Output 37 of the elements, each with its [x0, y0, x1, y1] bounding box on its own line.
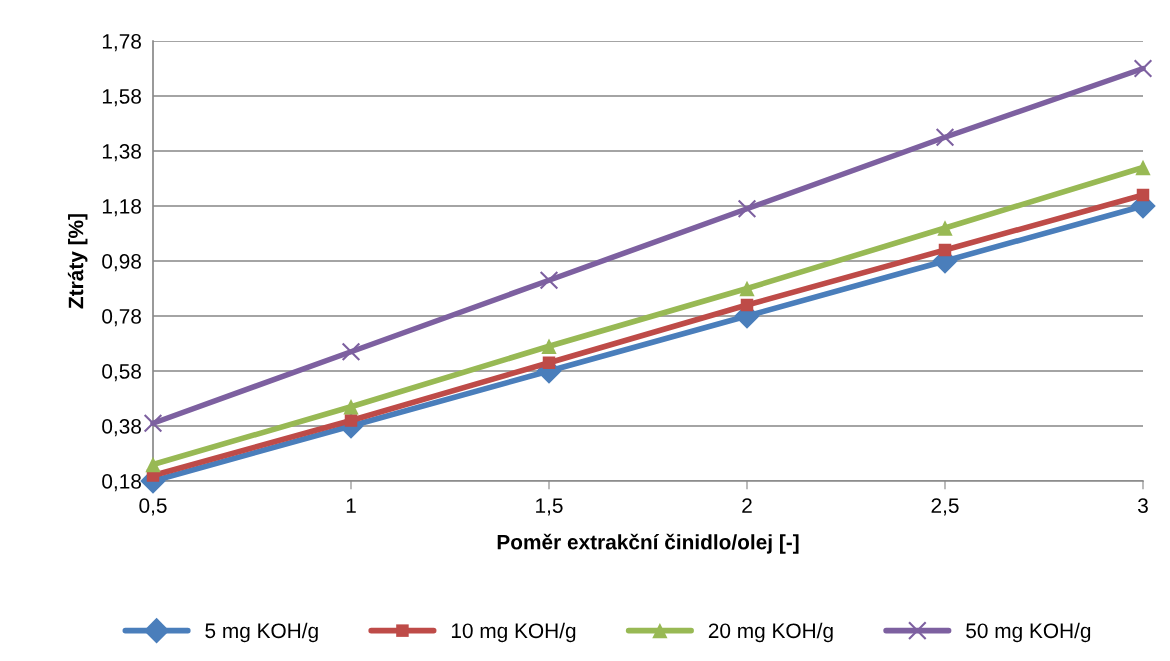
x-axis-title: Poměr extrakční činidlo/olej [-] — [497, 533, 799, 554]
y-tick-label: 1,78 — [102, 34, 141, 52]
y-tick-label: 0,18 — [102, 474, 141, 492]
point — [343, 399, 359, 415]
y-tick-label: 1,38 — [102, 144, 141, 162]
point — [1135, 159, 1151, 176]
point — [935, 127, 955, 147]
y-tick-label: 0,58 — [102, 364, 141, 382]
y-tick-label: 1,18 — [102, 199, 141, 217]
y-tick-label: 1,58 — [102, 89, 141, 107]
point — [539, 270, 559, 290]
point — [938, 243, 952, 257]
point — [341, 342, 361, 362]
y-tick-label: 0,38 — [102, 419, 141, 437]
point — [143, 413, 163, 433]
y-tick-label: 0,78 — [102, 309, 141, 327]
x-tick-label: 1 — [346, 498, 356, 513]
y-axis-title: Ztráty [%] — [67, 214, 88, 309]
point — [1133, 59, 1153, 78]
legend-label: 50 mg KOH/g — [966, 622, 1091, 643]
x-tick-label: 0,5 — [139, 498, 167, 516]
point — [541, 338, 557, 354]
y-tick-label: 0,98 — [102, 254, 141, 272]
legend-label: 20 mg KOH/g — [708, 622, 833, 643]
point — [740, 298, 754, 312]
point — [737, 199, 757, 219]
point — [1136, 188, 1150, 202]
legend-label: 5 mg KOH/g — [205, 622, 318, 643]
x-tick-label: 3 — [1138, 498, 1148, 513]
point — [145, 456, 161, 473]
x-tick-label: 2 — [742, 498, 752, 513]
x-tick-label: 2,5 — [931, 498, 959, 516]
x-tick-label: 1,5 — [536, 498, 563, 516]
point — [937, 220, 953, 236]
point — [739, 280, 755, 297]
legend-label: 10 mg KOH/g — [451, 622, 576, 643]
point — [542, 356, 556, 369]
